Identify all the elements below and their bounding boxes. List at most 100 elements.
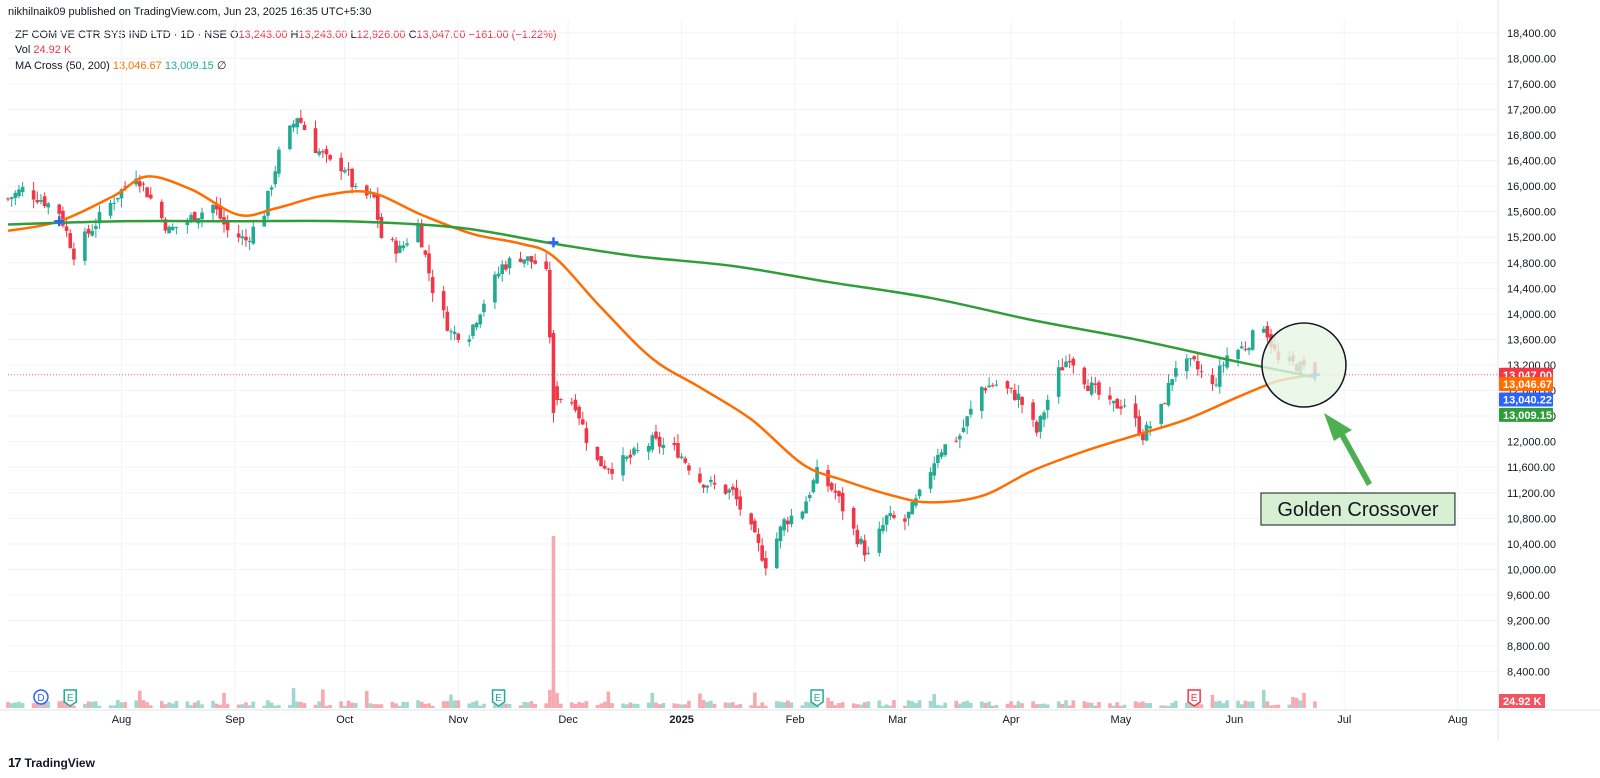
volume-group — [6, 536, 1317, 708]
volume-bar — [943, 702, 947, 708]
candle-body — [1082, 367, 1087, 385]
candle-body — [1196, 361, 1200, 370]
tradingview-logo-icon: 17 — [8, 755, 22, 770]
volume-bar — [20, 703, 25, 708]
volume-bar — [86, 701, 91, 708]
candle-body — [943, 444, 947, 456]
volume-bar — [405, 701, 409, 708]
event-label: D — [37, 693, 44, 704]
volume-bar — [189, 705, 193, 708]
candle-body — [544, 261, 548, 270]
volume-bar — [910, 701, 915, 708]
candle-body — [266, 190, 270, 216]
candle-body — [97, 212, 102, 224]
candle-body — [467, 339, 472, 342]
candle-body — [39, 200, 43, 202]
candle-body — [247, 240, 252, 242]
volume-bar — [401, 701, 406, 708]
candle-body — [1111, 400, 1116, 404]
volume-bar — [1093, 705, 1098, 708]
volume-bar — [888, 705, 893, 708]
volume-bar — [624, 704, 629, 708]
volume-bar — [1199, 704, 1204, 708]
candle-body — [401, 245, 406, 249]
volume-bar — [225, 703, 230, 708]
candle-body — [701, 484, 706, 488]
volume-bar — [855, 704, 860, 708]
y-tick-label: 9,600.00 — [1507, 590, 1550, 602]
candle-body — [1250, 330, 1255, 350]
volume-bar — [295, 701, 300, 708]
candle-body — [826, 469, 830, 487]
candle-body — [1122, 405, 1127, 407]
candle-body — [145, 187, 149, 198]
volume-bar — [983, 702, 988, 708]
ma200-value: 13,009.15 — [164, 60, 214, 72]
tradingview-footer[interactable]: 17 TradingView — [8, 755, 95, 770]
volume-bar — [862, 702, 867, 708]
volume-bar — [200, 704, 204, 708]
candle-body — [526, 256, 530, 261]
volume-bar — [1243, 700, 1248, 708]
candle-body — [1247, 348, 1251, 351]
candle-body — [313, 128, 318, 154]
annotation-arrow-icon — [1323, 413, 1372, 486]
candle-body — [749, 513, 753, 525]
low-label: L — [350, 29, 357, 41]
volume-bar — [1082, 701, 1087, 708]
candle-body — [1261, 328, 1266, 333]
volume-bar — [529, 701, 534, 708]
candle-body — [522, 259, 526, 264]
candle-body — [807, 495, 812, 498]
volume-bar — [749, 705, 753, 708]
candle-body — [116, 197, 120, 200]
volume-bar — [807, 702, 812, 708]
candle-body — [390, 239, 395, 241]
volume-legend[interactable]: Vol 24.92 K — [15, 44, 71, 56]
symbol-name: ZF COM VE CTR SYS IND LTD · 1D · NSE — [15, 29, 227, 41]
volume-bar — [892, 700, 896, 708]
annotation-box — [1260, 492, 1456, 526]
candle-body — [419, 223, 424, 248]
candle-body — [218, 205, 223, 219]
candle-body — [1188, 358, 1193, 360]
candle-body — [244, 236, 248, 241]
volume-bar — [958, 703, 962, 708]
candle-body — [394, 240, 398, 254]
candle-body — [738, 496, 742, 510]
volume-bar — [1009, 701, 1013, 708]
candle-body — [20, 186, 25, 193]
candle-body — [859, 538, 863, 544]
candle-body — [1064, 361, 1068, 368]
candle-body — [449, 331, 453, 333]
candle-body — [548, 269, 552, 338]
ma-legend[interactable]: MA Cross (50, 200) 13,046.67 13,009.15 ∅ — [15, 59, 226, 72]
candle-body — [328, 154, 332, 160]
volume-bar — [159, 701, 164, 708]
candle-body — [672, 443, 677, 446]
candle-body — [346, 169, 351, 171]
candle-body — [683, 458, 688, 463]
volume-bar — [119, 702, 124, 708]
volume-bar — [1071, 700, 1076, 708]
candle-body — [994, 384, 999, 386]
volume-bar — [1291, 696, 1295, 708]
volume-bar — [222, 692, 226, 708]
volume-bar — [116, 700, 120, 708]
volume-bar — [789, 702, 794, 708]
close-label: C — [408, 29, 417, 41]
volume-bar — [987, 701, 991, 708]
volume-bar — [1108, 703, 1112, 708]
candle-body — [174, 226, 179, 228]
candle-body — [478, 314, 483, 325]
candle-body — [811, 480, 816, 493]
symbol-legend[interactable]: ZF COM VE CTR SYS IND LTD · 1D · NSE O13… — [15, 29, 557, 41]
candle-body — [1210, 375, 1215, 385]
event-label: E — [814, 693, 821, 704]
volume-bar — [734, 705, 739, 708]
volume-bar — [569, 702, 574, 708]
candle-body — [46, 203, 51, 208]
candle-body — [760, 545, 764, 561]
candle-body — [90, 230, 95, 236]
